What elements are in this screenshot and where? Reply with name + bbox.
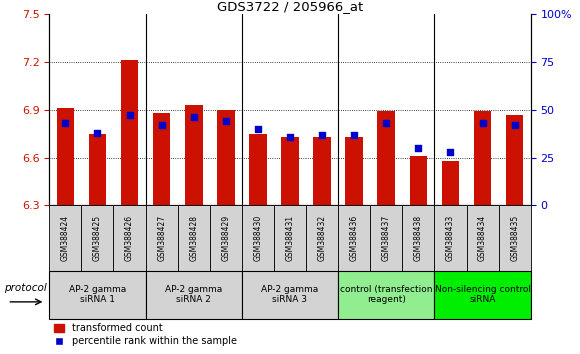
Bar — [434, 205, 466, 271]
Point — [157, 122, 166, 128]
Text: protocol: protocol — [4, 282, 47, 292]
Point — [125, 113, 134, 118]
Bar — [56, 108, 74, 205]
Bar — [153, 113, 171, 205]
Text: Non-silencing control
siRNA: Non-silencing control siRNA — [434, 285, 531, 304]
Text: GSM388438: GSM388438 — [414, 215, 423, 261]
Text: GSM388435: GSM388435 — [510, 215, 519, 261]
Bar — [313, 137, 331, 205]
Bar — [114, 205, 146, 271]
Bar — [242, 205, 274, 271]
Point — [221, 118, 230, 124]
Bar — [146, 271, 242, 319]
Text: GSM388436: GSM388436 — [350, 215, 358, 261]
Bar — [338, 205, 370, 271]
Text: GSM388429: GSM388429 — [222, 215, 230, 261]
Bar — [506, 114, 524, 205]
Bar — [217, 110, 235, 205]
Bar — [177, 205, 210, 271]
Bar — [499, 205, 531, 271]
Point — [510, 122, 519, 128]
Point — [478, 120, 487, 126]
Bar — [441, 161, 459, 205]
Bar — [242, 271, 338, 319]
Bar — [474, 111, 491, 205]
Text: GSM388432: GSM388432 — [318, 215, 327, 261]
Bar — [378, 111, 395, 205]
Bar — [210, 205, 242, 271]
Point — [285, 134, 295, 139]
Text: control (transfection
reagent): control (transfection reagent) — [340, 285, 433, 304]
Point — [189, 115, 198, 120]
Bar — [403, 205, 434, 271]
Point — [414, 145, 423, 151]
Text: GSM388431: GSM388431 — [285, 215, 295, 261]
Legend: transformed count, percentile rank within the sample: transformed count, percentile rank withi… — [54, 324, 237, 346]
Bar — [89, 133, 106, 205]
Point — [446, 149, 455, 155]
Bar — [306, 205, 338, 271]
Bar — [434, 271, 531, 319]
Point — [317, 132, 327, 137]
Bar — [409, 156, 427, 205]
Bar — [370, 205, 403, 271]
Text: GSM388426: GSM388426 — [125, 215, 134, 261]
Text: GSM388437: GSM388437 — [382, 215, 391, 261]
Text: GSM388434: GSM388434 — [478, 215, 487, 261]
Text: GSM388433: GSM388433 — [446, 215, 455, 261]
Point — [382, 120, 391, 126]
Bar — [338, 271, 434, 319]
Point — [93, 130, 102, 136]
Bar — [281, 137, 299, 205]
Bar — [81, 205, 114, 271]
Point — [253, 126, 263, 132]
Point — [350, 132, 359, 137]
Point — [61, 120, 70, 126]
Bar — [121, 60, 139, 205]
Text: GSM388424: GSM388424 — [61, 215, 70, 261]
Bar — [466, 205, 499, 271]
Text: GSM388425: GSM388425 — [93, 215, 102, 261]
Text: AP-2 gamma
siRNA 3: AP-2 gamma siRNA 3 — [262, 285, 318, 304]
Text: GSM388430: GSM388430 — [253, 215, 262, 261]
Bar — [49, 271, 146, 319]
Title: GDS3722 / 205966_at: GDS3722 / 205966_at — [217, 0, 363, 13]
Text: AP-2 gamma
siRNA 1: AP-2 gamma siRNA 1 — [69, 285, 126, 304]
Text: GSM388428: GSM388428 — [189, 215, 198, 261]
Text: AP-2 gamma
siRNA 2: AP-2 gamma siRNA 2 — [165, 285, 222, 304]
Text: GSM388427: GSM388427 — [157, 215, 166, 261]
Bar — [49, 205, 81, 271]
Bar — [185, 105, 202, 205]
Bar — [274, 205, 306, 271]
Bar — [146, 205, 177, 271]
Bar — [345, 137, 363, 205]
Bar — [249, 133, 267, 205]
